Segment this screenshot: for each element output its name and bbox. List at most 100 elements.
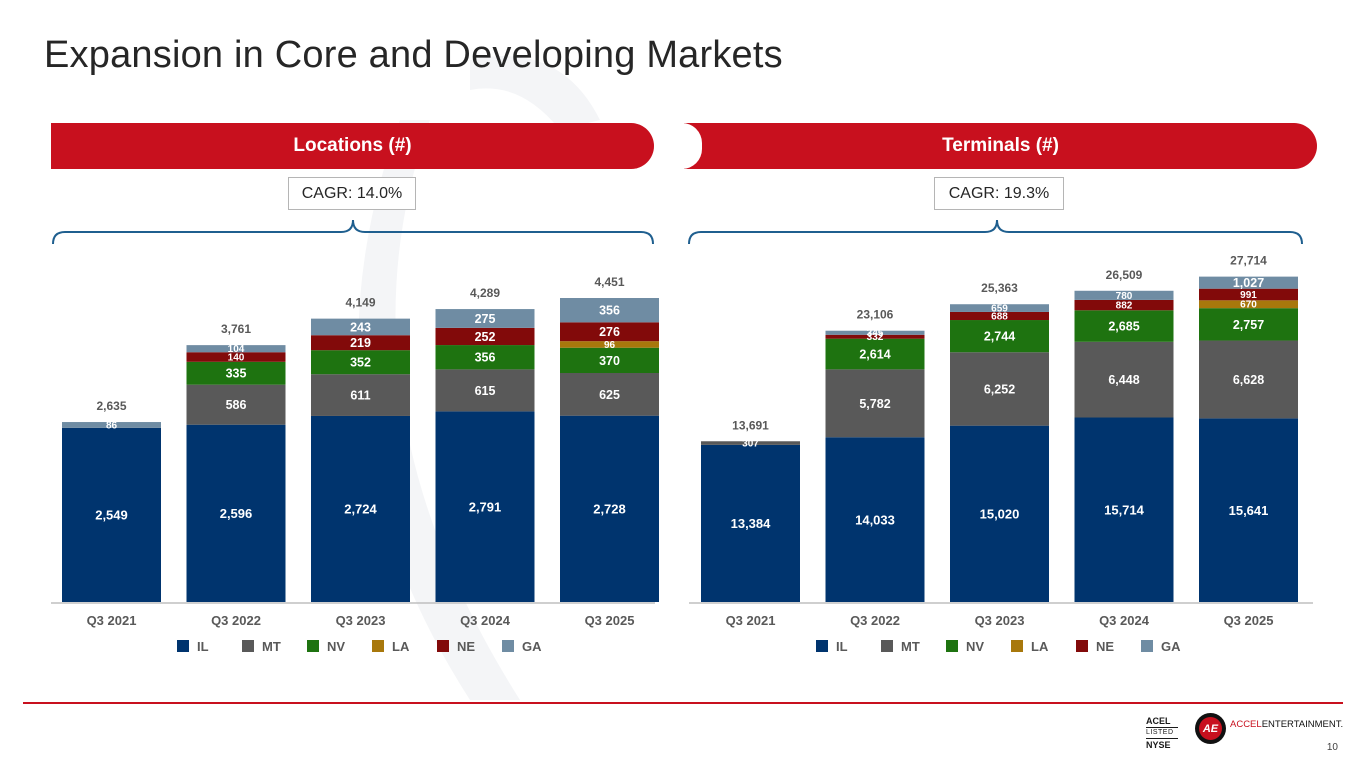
terminals-bar-il (950, 425, 1049, 602)
locations-bar-nv (186, 361, 286, 385)
terminals-bar-il (1074, 417, 1174, 602)
locations-legend-label-il: IL (197, 639, 209, 654)
locations-bar-ga (435, 309, 535, 328)
locations-bar-ga (560, 298, 659, 323)
locations-category-label: Q3 2021 (87, 613, 137, 628)
terminals-label-mt: 6,448 (1108, 373, 1139, 387)
brand-wordmark: ACCELENTERTAINMENT. (1230, 719, 1343, 730)
locations-label-il: 2,596 (220, 506, 253, 521)
terminals-banner: Terminals (#) (682, 123, 1317, 169)
terminals-legend-label-il: IL (836, 639, 848, 654)
locations-label-la: 96 (604, 340, 616, 351)
locations-bar-il (435, 411, 535, 602)
locations-label-ga: 356 (599, 304, 620, 318)
terminals-label-mt: 6,628 (1233, 373, 1264, 387)
terminals-legend-swatch-ne (1076, 640, 1088, 652)
locations-bar-ne (186, 352, 286, 362)
terminals-total-label: 23,106 (857, 308, 894, 322)
terminals-label-ne: 991 (1240, 290, 1257, 301)
brand-entertainment: ENTERTAINMENT. (1261, 719, 1344, 730)
terminals-label-ne: 332 (867, 332, 884, 343)
terminals-bar-nv (825, 338, 925, 370)
brand-accel: ACCEL (1230, 719, 1262, 730)
locations-legend-label-nv: NV (327, 639, 345, 654)
locations-label-nv: 370 (599, 354, 620, 368)
terminals-cagr-label: CAGR: 19.3% (948, 184, 1050, 202)
terminals-total-label: 25,363 (981, 281, 1018, 295)
terminals-bar-mt (825, 369, 925, 438)
terminals-bar-il (825, 437, 925, 602)
locations-bar-mt (186, 384, 286, 425)
terminals-bar-mt (701, 441, 800, 445)
locations-label-ga: 104 (228, 344, 245, 355)
terminals-bar-ne (825, 334, 925, 339)
terminals-bar-il (701, 444, 800, 602)
locations-label-mt: 625 (599, 388, 620, 402)
locations-legend-swatch-ne (437, 640, 449, 652)
locations-label-ne: 219 (350, 336, 371, 350)
terminals-label-ne: 882 (1116, 301, 1133, 312)
locations-label-ga: 275 (475, 312, 496, 326)
terminals-category-label: Q3 2021 (726, 613, 776, 628)
locations-total-label: 2,635 (96, 399, 126, 413)
locations-banner: Locations (#) (51, 123, 654, 169)
nyse-ticker: ACEL (1146, 716, 1171, 726)
terminals-bar-nv (950, 320, 1049, 353)
locations-bar-ga (62, 422, 161, 428)
accel-logo-icon: AE (1195, 713, 1226, 744)
locations-legend-swatch-mt (242, 640, 254, 652)
terminals-bar-ne (1074, 299, 1174, 311)
terminals-label-mt: 5,782 (859, 397, 890, 411)
locations-bar-mt (311, 374, 410, 416)
locations-bar-la (560, 341, 659, 348)
locations-total-label: 3,761 (221, 322, 251, 336)
locations-total-label: 4,149 (345, 296, 375, 310)
terminals-total-label: 27,714 (1230, 254, 1267, 268)
nyse-listed: LISTED (1146, 727, 1178, 739)
terminals-legend-swatch-il (816, 640, 828, 652)
terminals-total-label: 26,509 (1106, 268, 1143, 282)
terminals-label-nv: 2,757 (1233, 318, 1264, 332)
terminals-bar-la (1199, 300, 1298, 309)
terminals-label-ga: 659 (991, 304, 1008, 315)
terminals-label-nv: 2,614 (859, 348, 890, 362)
locations-label-ne: 140 (228, 353, 245, 364)
terminals-legend-label-ne: NE (1096, 639, 1114, 654)
terminals-label-ga: 780 (1116, 291, 1133, 302)
terminals-cagr-callout: CAGR: 19.3% (934, 177, 1064, 210)
locations-label-nv: 352 (350, 356, 371, 370)
locations-total-label: 4,289 (470, 286, 500, 300)
locations-legend-label-ga: GA (522, 639, 542, 654)
locations-bar-nv (311, 350, 410, 375)
locations-bar-mt (560, 372, 659, 416)
locations-bar-ga (311, 318, 410, 336)
locations-label-ne: 252 (475, 330, 496, 344)
terminals-legend-swatch-la (1011, 640, 1023, 652)
locations-category-label: Q3 2023 (336, 613, 386, 628)
terminals-label-il: 13,384 (731, 516, 772, 531)
locations-banner-label: Locations (#) (293, 135, 412, 156)
terminals-legend-swatch-nv (946, 640, 958, 652)
terminals-label-ne: 688 (991, 311, 1008, 322)
locations-label-il: 2,724 (344, 502, 377, 517)
banner-notch (682, 123, 702, 169)
locations-label-il: 2,728 (593, 502, 626, 517)
terminals-bracket (688, 219, 1303, 245)
locations-category-label: Q3 2025 (585, 613, 635, 628)
terminals-legend-swatch-mt (881, 640, 893, 652)
terminals-bar-ga (825, 330, 925, 335)
terminals-legend-label-ga: GA (1161, 639, 1181, 654)
terminals-label-il: 14,033 (855, 512, 895, 527)
terminals-total-label: 13,691 (732, 418, 769, 432)
locations-category-label: Q3 2024 (460, 613, 511, 628)
locations-bar-ne (560, 322, 659, 342)
terminals-legend-swatch-ga (1141, 640, 1153, 652)
terminals-bar-ne (1199, 288, 1298, 301)
terminals-label-mt: 6,252 (984, 382, 1015, 396)
locations-bar-il (560, 415, 659, 602)
terminals-bar-ga (1199, 276, 1298, 289)
locations-bar-il (311, 415, 410, 602)
terminals-bar-ga (1074, 290, 1174, 300)
